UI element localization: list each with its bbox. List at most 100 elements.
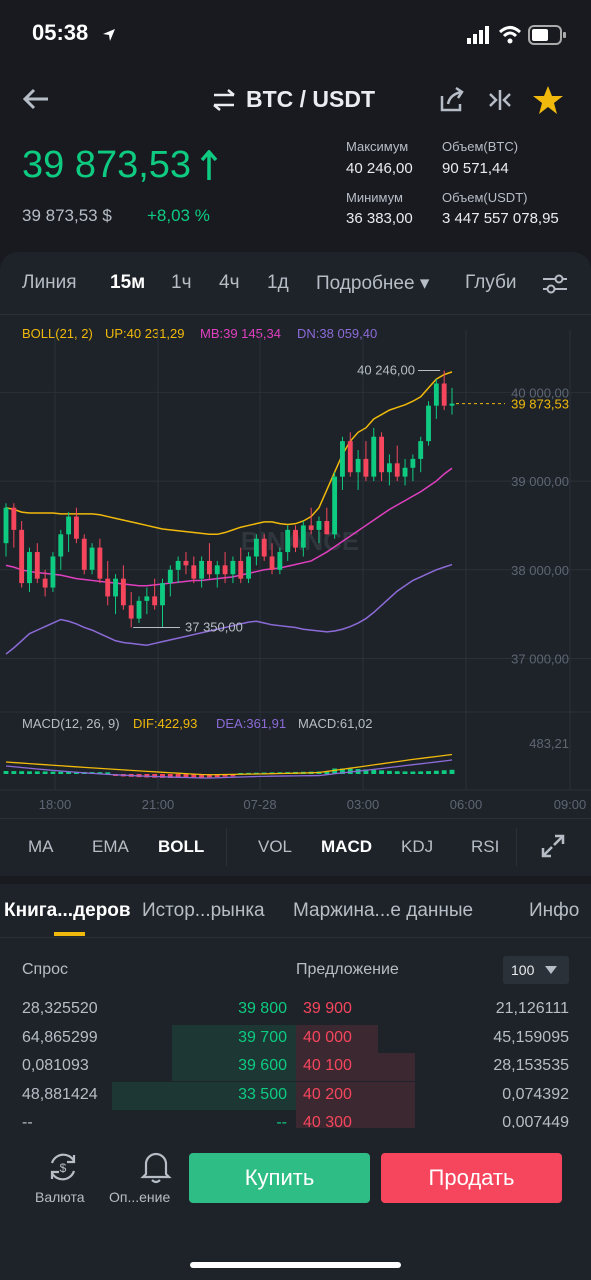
orderbook-row[interactable]: 28,325520 39 800 39 900 21,126111 bbox=[0, 996, 591, 1024]
watermark-text: BINANCE bbox=[241, 526, 359, 556]
bid-price: 39 700 bbox=[238, 1028, 287, 1046]
tab-1h[interactable]: 1ч bbox=[171, 272, 192, 293]
tab-market-history[interactable]: Истор...рынка bbox=[142, 900, 265, 921]
ask-header: Предложение bbox=[296, 961, 399, 978]
tab-15m[interactable]: 15м bbox=[110, 272, 146, 293]
macd-bar bbox=[191, 774, 197, 778]
currency-label[interactable]: Валюта bbox=[35, 1189, 85, 1205]
candle-body bbox=[191, 565, 197, 579]
price-up-arrow-icon bbox=[200, 150, 218, 180]
ask-price: 40 200 bbox=[303, 1085, 352, 1103]
candle-body bbox=[89, 547, 95, 570]
macd-bar bbox=[58, 771, 64, 774]
bid-quantity: 64,865299 bbox=[22, 1028, 98, 1046]
candle-body bbox=[449, 403, 455, 406]
boll-upper-line bbox=[5, 371, 453, 536]
indicator-ma[interactable]: MA bbox=[28, 837, 54, 856]
macd-name: MACD(12, 26, 9) bbox=[22, 716, 120, 731]
candle-body bbox=[214, 565, 220, 575]
ask-quantity: 28,153535 bbox=[493, 1057, 569, 1074]
candle-body bbox=[66, 516, 72, 535]
bid-depth-bar bbox=[171, 1024, 296, 1053]
favorite-star-icon[interactable] bbox=[532, 85, 564, 115]
orderbook-row[interactable]: -- -- 40 300 0,007449 bbox=[0, 1110, 591, 1128]
tab-depth[interactable]: Глуби bbox=[465, 272, 517, 293]
depth-select[interactable]: 100 bbox=[503, 956, 569, 984]
macd-bar bbox=[42, 771, 48, 774]
tab-line[interactable]: Линия bbox=[22, 272, 77, 293]
x-tick-label: 09:00 bbox=[554, 797, 587, 812]
candle-body bbox=[19, 529, 25, 584]
orderbook-row[interactable]: 48,881424 33 500 40 200 0,074392 bbox=[0, 1081, 591, 1110]
tab-margin-data[interactable]: Маржина...е данные bbox=[293, 900, 474, 921]
candle-body bbox=[222, 565, 228, 575]
bell-icon[interactable] bbox=[140, 1150, 172, 1184]
candle-body bbox=[261, 538, 267, 557]
indicator-vol[interactable]: VOL bbox=[258, 837, 293, 856]
boll-up: UP:40 231,29 bbox=[105, 326, 185, 341]
macd-bar bbox=[332, 768, 338, 774]
boll-dn: DN:38 059,40 bbox=[297, 326, 378, 341]
candle-body bbox=[167, 569, 173, 584]
indicator-macd[interactable]: MACD bbox=[321, 837, 372, 856]
boll-lower-line bbox=[5, 563, 453, 655]
macd-bar bbox=[363, 769, 369, 774]
macd-bar bbox=[207, 774, 212, 778]
back-arrow-icon[interactable] bbox=[20, 86, 52, 112]
indicator-ema[interactable]: EMA bbox=[92, 837, 129, 856]
tab-1d[interactable]: 1д bbox=[267, 272, 289, 293]
candle-body bbox=[128, 605, 134, 619]
orderbook-row[interactable]: 64,865299 39 700 40 000 45,159095 bbox=[0, 1024, 591, 1053]
low-label: Минимум bbox=[346, 190, 403, 205]
macd-bar bbox=[66, 771, 72, 774]
chart-settings-icon[interactable] bbox=[541, 272, 569, 296]
indicator-kdj[interactable]: KDJ bbox=[401, 837, 434, 856]
buy-button[interactable]: Купить bbox=[189, 1153, 370, 1203]
indicator-boll[interactable]: BOLL bbox=[158, 837, 205, 856]
candle-body bbox=[308, 525, 314, 530]
indicator-rsi[interactable]: RSI bbox=[471, 837, 500, 856]
sell-button[interactable]: Продать bbox=[381, 1153, 562, 1203]
macd-dif-line bbox=[5, 753, 453, 776]
tab-info[interactable]: Инфо bbox=[529, 900, 580, 921]
candle-body bbox=[230, 560, 236, 575]
macd-bar bbox=[97, 772, 103, 774]
share-icon[interactable] bbox=[438, 86, 466, 114]
candle-body bbox=[136, 600, 142, 619]
tab-more[interactable]: Подробнее ▾ bbox=[316, 273, 430, 294]
battery-icon bbox=[528, 25, 566, 45]
last-price: 39 873,53 bbox=[22, 144, 192, 186]
currency-convert-icon[interactable]: $ bbox=[47, 1151, 79, 1183]
candle-body bbox=[113, 578, 118, 597]
orderbook-row[interactable]: 0,081093 39 600 40 100 28,153535 bbox=[0, 1053, 591, 1081]
macd-bar bbox=[340, 768, 345, 774]
bid-quantity: -- bbox=[22, 1114, 33, 1128]
candlestick-chart[interactable]: 40 000,00 39 000,00 38 000,00 37 000,00 BINA… bbox=[0, 318, 591, 818]
divider bbox=[0, 876, 591, 884]
divider bbox=[226, 828, 227, 866]
bid-price: 33 500 bbox=[238, 1085, 287, 1103]
candle-body bbox=[324, 521, 330, 535]
x-tick-label: 21:00 bbox=[142, 797, 175, 812]
chevron-down-icon bbox=[545, 966, 557, 974]
macd-bar bbox=[418, 771, 424, 774]
ask-quantity: 0,007449 bbox=[502, 1114, 569, 1128]
tab-orderbook[interactable]: Книга...деров bbox=[4, 900, 131, 921]
swap-pair-icon[interactable] bbox=[210, 88, 238, 112]
bid-header: Спрос bbox=[22, 961, 69, 978]
macd-bar bbox=[441, 770, 447, 774]
bid-quantity: 0,081093 bbox=[22, 1057, 89, 1074]
bid-depth-bar bbox=[171, 1053, 296, 1081]
fullscreen-icon[interactable] bbox=[541, 834, 565, 858]
ask-price: 39 900 bbox=[303, 1000, 352, 1017]
alert-label[interactable]: Оп...ение bbox=[109, 1189, 171, 1205]
home-indicator bbox=[190, 1262, 401, 1268]
compare-icon[interactable] bbox=[486, 88, 514, 112]
divider bbox=[516, 828, 517, 866]
ask-quantity: 0,074392 bbox=[502, 1085, 569, 1103]
candle-body bbox=[175, 560, 181, 570]
pair-title[interactable]: BTC / USDT bbox=[245, 86, 376, 112]
candle-body bbox=[426, 405, 431, 442]
tab-4h[interactable]: 4ч bbox=[219, 272, 240, 293]
last-price-label: 39 873,53 bbox=[511, 397, 569, 412]
